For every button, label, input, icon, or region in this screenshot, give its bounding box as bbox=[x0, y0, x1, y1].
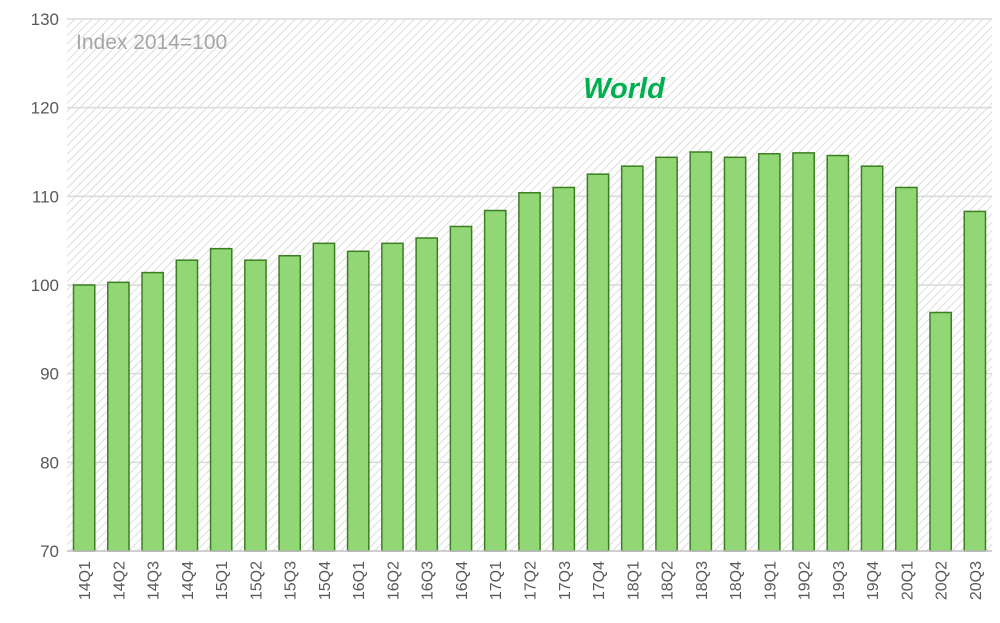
x-tick-label: 14Q3 bbox=[146, 561, 163, 600]
bar-19Q3 bbox=[826, 154, 850, 552]
bar-15Q3 bbox=[278, 254, 302, 552]
unit-label: Index 2014=100 bbox=[76, 31, 227, 54]
bar-16Q1 bbox=[346, 250, 370, 552]
bar-19Q2 bbox=[792, 152, 815, 552]
bar-17Q4 bbox=[586, 173, 610, 552]
bar-16Q4 bbox=[449, 225, 473, 552]
x-tick-label: 16Q1 bbox=[351, 561, 368, 600]
bar-14Q4 bbox=[175, 259, 199, 552]
bar-18Q4 bbox=[723, 156, 747, 552]
bar-17Q1 bbox=[483, 209, 507, 552]
bar-14Q3 bbox=[141, 271, 165, 552]
bar-17Q2 bbox=[518, 192, 541, 552]
bar-17Q3 bbox=[552, 186, 576, 552]
y-tick-label: 100 bbox=[31, 276, 59, 295]
x-tick-label: 18Q4 bbox=[728, 561, 745, 600]
y-tick-label: 110 bbox=[32, 187, 59, 206]
x-tick-label: 14Q2 bbox=[111, 561, 128, 600]
bar-15Q2 bbox=[244, 259, 267, 552]
x-tick-label: 19Q1 bbox=[762, 561, 779, 600]
x-tick-label: 17Q3 bbox=[557, 561, 574, 600]
x-tick-label: 18Q2 bbox=[660, 561, 677, 600]
bar-15Q1 bbox=[209, 247, 233, 552]
x-tick-label: 19Q4 bbox=[865, 561, 882, 600]
x-tick-label: 17Q4 bbox=[591, 561, 608, 600]
x-tick-label: 14Q1 bbox=[77, 561, 94, 600]
y-tick-label: 120 bbox=[31, 99, 59, 118]
x-tick-label: 19Q3 bbox=[831, 561, 848, 600]
x-tick-label: 20Q2 bbox=[934, 561, 951, 600]
y-tick-label: 70 bbox=[40, 542, 59, 561]
bar-18Q1 bbox=[620, 165, 644, 552]
x-tick-label: 15Q2 bbox=[248, 561, 265, 600]
bar-18Q2 bbox=[655, 156, 678, 552]
y-tick-label: 130 bbox=[31, 10, 59, 29]
x-tick-label: 15Q1 bbox=[214, 561, 231, 600]
x-axis-ticks: 14Q1 14Q2 14Q3 14Q4 15Q1 15Q2 15Q3 15Q4 16Q1 16Q2… bbox=[77, 561, 985, 600]
x-tick-label: 19Q2 bbox=[797, 561, 814, 600]
x-tick-label: 14Q4 bbox=[180, 561, 197, 600]
x-tick-label: 20Q1 bbox=[899, 561, 916, 600]
bar-20Q2 bbox=[929, 311, 952, 552]
bar-20Q3 bbox=[963, 210, 987, 552]
bars bbox=[72, 151, 987, 552]
x-tick-label: 18Q1 bbox=[625, 561, 642, 600]
y-axis-ticks: 70 80 90 100 110 120 130 bbox=[31, 10, 59, 561]
bar-14Q2 bbox=[107, 281, 130, 552]
bar-18Q3 bbox=[689, 151, 713, 552]
x-tick-label: 20Q3 bbox=[968, 561, 985, 600]
bar-19Q4 bbox=[860, 165, 884, 552]
x-tick-label: 16Q3 bbox=[420, 561, 437, 600]
x-tick-label: 18Q3 bbox=[694, 561, 711, 600]
bar-19Q1 bbox=[757, 153, 781, 552]
bar-16Q3 bbox=[415, 237, 439, 552]
x-tick-label: 17Q1 bbox=[488, 561, 505, 600]
bar-20Q1 bbox=[894, 186, 918, 552]
y-tick-label: 80 bbox=[40, 453, 59, 472]
x-tick-label: 17Q2 bbox=[523, 561, 540, 600]
bar-16Q2 bbox=[381, 242, 404, 552]
x-tick-label: 16Q4 bbox=[454, 561, 471, 600]
y-tick-label: 90 bbox=[40, 365, 59, 384]
x-tick-label: 15Q4 bbox=[317, 561, 334, 600]
x-tick-label: 15Q3 bbox=[283, 561, 300, 600]
bar-15Q4 bbox=[312, 242, 336, 552]
x-tick-label: 16Q2 bbox=[385, 561, 402, 600]
chart-title: World bbox=[583, 73, 666, 105]
bar-14Q1 bbox=[72, 284, 96, 552]
